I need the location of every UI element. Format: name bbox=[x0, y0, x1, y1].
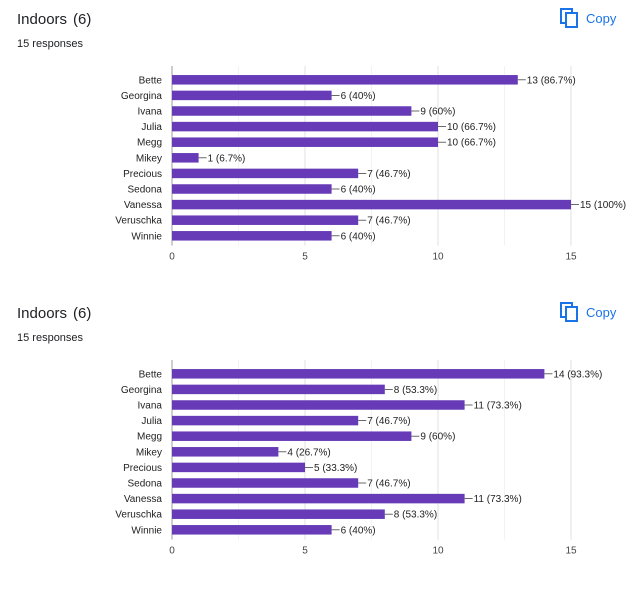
category-label: Megg bbox=[137, 432, 162, 443]
bar-chart: Bette 13 (86.7%) Georgina 6 (40%) Ivana 9 (60… bbox=[115, 66, 626, 263]
category-label: Ivana bbox=[138, 107, 163, 118]
bar bbox=[172, 215, 359, 225]
category-label: Veruschka bbox=[115, 510, 162, 521]
data-label: 13 (86.7%) bbox=[527, 75, 576, 86]
question-number: (6) bbox=[73, 305, 92, 322]
category-label: Bette bbox=[139, 75, 163, 86]
copy-button-label: Copy bbox=[586, 304, 617, 320]
x-tick-label: 10 bbox=[432, 546, 444, 557]
data-label: 9 (60%) bbox=[420, 107, 455, 118]
category-label: Sedona bbox=[128, 185, 163, 196]
bar bbox=[172, 184, 332, 194]
question-title-text: Indoors bbox=[17, 11, 68, 28]
category-label: Vanessa bbox=[124, 200, 163, 211]
category-label: Precious bbox=[123, 463, 162, 474]
category-label: Vanessa bbox=[124, 494, 163, 505]
category-label: Winnie bbox=[131, 231, 162, 242]
data-label: 14 (93.3%) bbox=[553, 369, 602, 380]
data-label: 7 (46.7%) bbox=[367, 416, 410, 427]
category-label: Veruschka bbox=[115, 216, 162, 227]
x-tick-label: 0 bbox=[169, 546, 175, 557]
data-label: 6 (40%) bbox=[341, 91, 376, 102]
data-label: 8 (53.3%) bbox=[394, 385, 437, 396]
bar bbox=[172, 415, 359, 426]
bar bbox=[172, 447, 279, 457]
data-label: 8 (53.3%) bbox=[394, 510, 437, 521]
data-label: 11 (73.3%) bbox=[474, 494, 522, 505]
x-tick-label: 0 bbox=[169, 252, 175, 263]
bar bbox=[172, 137, 438, 147]
data-label: 6 (40%) bbox=[341, 525, 376, 536]
bar bbox=[172, 199, 571, 210]
response-count: 15 responses bbox=[17, 38, 84, 50]
data-label: 7 (46.7%) bbox=[367, 479, 410, 490]
data-label: 6 (40%) bbox=[341, 231, 376, 242]
data-label: 5 (33.3%) bbox=[314, 463, 357, 474]
category-label: Ivana bbox=[138, 401, 163, 412]
bar bbox=[172, 168, 359, 179]
bar bbox=[172, 153, 199, 163]
bar bbox=[172, 478, 359, 488]
data-label: 10 (66.7%) bbox=[447, 138, 496, 149]
data-label: 6 (40%) bbox=[341, 185, 376, 196]
category-label: Julia bbox=[141, 416, 162, 427]
category-label: Sedona bbox=[128, 479, 163, 490]
category-label: Precious bbox=[123, 169, 162, 180]
copy-icon bbox=[560, 302, 578, 322]
bar-chart: Bette 14 (93.3%) Georgina 8 (53.3%) Ivana 11 … bbox=[115, 360, 602, 557]
data-label: 15 (100%) bbox=[580, 200, 626, 211]
question-card: Indoors (6) 15 responses Copy Bette 13 (86… bbox=[0, 0, 640, 294]
category-label: Mikey bbox=[136, 447, 162, 458]
category-label: Julia bbox=[141, 122, 162, 133]
bar bbox=[172, 106, 412, 116]
category-label: Winnie bbox=[131, 525, 162, 536]
bar bbox=[172, 462, 305, 473]
question-number: (6) bbox=[73, 11, 92, 28]
data-label: 9 (60%) bbox=[420, 432, 455, 443]
bar bbox=[172, 231, 332, 241]
copy-button-label: Copy bbox=[586, 10, 617, 26]
bar bbox=[172, 400, 465, 410]
question-title: Indoors (6) bbox=[17, 305, 91, 322]
x-tick-label: 5 bbox=[302, 252, 308, 263]
question-title-text: Indoors bbox=[17, 305, 68, 322]
question-card: Indoors (6) 15 responses Copy Bette 14 (93… bbox=[0, 294, 640, 600]
category-label: Georgina bbox=[121, 385, 163, 396]
category-label: Megg bbox=[137, 138, 162, 149]
category-label: Mikey bbox=[136, 153, 162, 164]
data-label: 7 (46.7%) bbox=[367, 216, 410, 227]
data-label: 7 (46.7%) bbox=[367, 169, 410, 180]
response-count: 15 responses bbox=[17, 332, 84, 344]
data-label: 4 (26.7%) bbox=[287, 447, 330, 458]
copy-button[interactable]: Copy bbox=[560, 302, 616, 322]
x-tick-label: 15 bbox=[565, 546, 577, 557]
copy-button[interactable]: Copy bbox=[560, 8, 616, 28]
category-label: Georgina bbox=[121, 91, 163, 102]
bar bbox=[172, 431, 412, 441]
x-tick-label: 10 bbox=[432, 252, 444, 263]
data-label: 10 (66.7%) bbox=[447, 122, 496, 133]
question-title: Indoors (6) bbox=[17, 11, 91, 28]
x-tick-label: 5 bbox=[302, 546, 308, 557]
data-label: 11 (73.3%) bbox=[474, 401, 522, 412]
x-tick-label: 15 bbox=[565, 252, 577, 263]
category-label: Bette bbox=[139, 369, 163, 380]
bar bbox=[172, 369, 545, 379]
bar bbox=[172, 121, 438, 132]
bar bbox=[172, 75, 518, 85]
copy-icon bbox=[560, 8, 578, 28]
data-label: 1 (6.7%) bbox=[208, 153, 246, 164]
bar bbox=[172, 509, 385, 519]
bar bbox=[172, 525, 332, 535]
bar bbox=[172, 384, 385, 395]
bar bbox=[172, 493, 465, 504]
bar bbox=[172, 90, 332, 101]
